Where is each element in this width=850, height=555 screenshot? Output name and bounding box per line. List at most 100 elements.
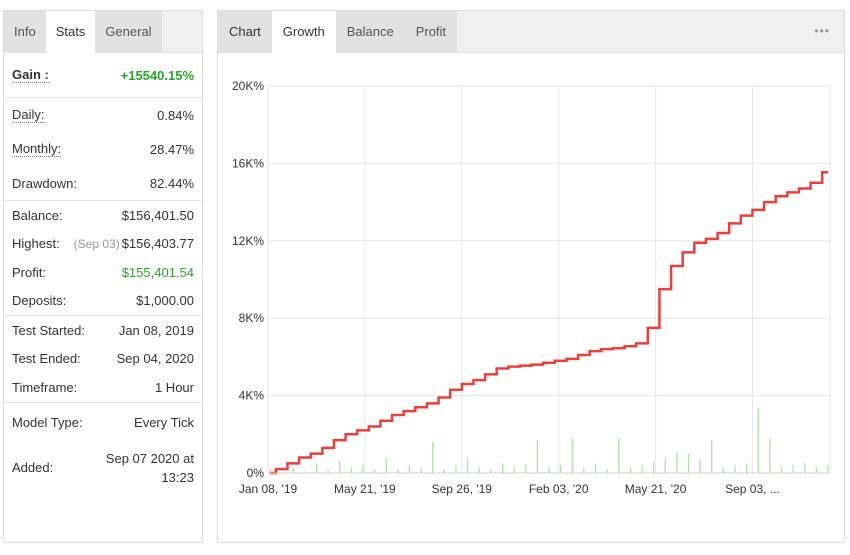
highest-date: (Sep 03) — [73, 237, 120, 252]
added-date: Sep 07 2020 at — [105, 450, 194, 466]
test-ended-value: Sep 04, 2020 — [116, 351, 194, 367]
test-ended-row: Test Ended: Sep 04, 2020 — [12, 345, 194, 374]
volume-bar — [687, 453, 690, 473]
volume-bar — [827, 465, 829, 473]
volume-bar — [292, 467, 294, 473]
volume-bar — [594, 463, 597, 473]
volume-bar — [432, 442, 434, 473]
volume-bar — [734, 465, 736, 473]
chart-grid — [267, 85, 831, 474]
tab-growth[interactable]: Growth — [271, 11, 336, 53]
monthly-label[interactable]: Monthly: — [12, 141, 62, 157]
y-tick-label: 0% — [247, 466, 265, 480]
y-tick-label: 16K% — [232, 156, 264, 170]
added-time: 13:23 — [161, 469, 194, 485]
volume-bar — [362, 465, 364, 473]
growth-line — [270, 171, 828, 475]
gain-row: Gain : +15540.15% — [12, 53, 194, 97]
drawdown-label: Drawdown: — [12, 175, 78, 191]
volume-bar — [804, 463, 806, 473]
volume-bar — [339, 461, 341, 473]
volume-bar — [397, 469, 399, 473]
x-axis: Jan 08, '19 May 21, '19 Sep 26, '19 Feb 03,… — [239, 472, 830, 496]
volume-bar — [455, 465, 457, 473]
deposits-value: $1,000.00 — [136, 293, 194, 309]
highest-row: Highest: (Sep 03) $156,403.77 — [12, 230, 194, 259]
timeframe-label: Timeframe: — [12, 379, 78, 395]
highest-value-wrap: (Sep 03) $156,403.77 — [74, 236, 194, 251]
volume-bar — [304, 471, 306, 473]
tab-stats[interactable]: Stats — [45, 11, 96, 53]
added-label: Added: — [12, 460, 54, 475]
volume-bar — [513, 467, 515, 473]
volume-bar — [641, 465, 643, 473]
growth-chart: 0% 4K% 8K% 12K% 16K% 20K% Jan 08, '19 May 21, … — [232, 79, 831, 496]
volume-bar — [536, 440, 538, 473]
test-group: Test Started: Jan 08, 2019 Test Ended: S… — [4, 316, 202, 403]
volume-bar — [374, 469, 376, 473]
tab-profit[interactable]: Profit — [404, 11, 458, 53]
volume-bar — [350, 467, 352, 473]
volume-bar — [420, 467, 422, 473]
volume-bar — [722, 467, 724, 473]
model-type-value: Every Tick — [134, 415, 194, 430]
volume-bar — [571, 438, 573, 473]
more-options-icon[interactable]: ••• — [814, 24, 830, 38]
daily-label[interactable]: Daily: — [12, 107, 45, 123]
volume-bar — [443, 469, 445, 473]
test-started-value: Jan 08, 2019 — [118, 322, 194, 338]
tab-chart[interactable]: Chart — [218, 11, 272, 53]
tab-info[interactable]: Info — [4, 11, 46, 53]
volume-bar — [618, 438, 620, 473]
monthly-value: 28.47% — [149, 141, 194, 157]
chart-panel: Chart Growth Balance Profit ••• 0% 4K% 8K%… — [217, 10, 845, 543]
drawdown-row: Drawdown: 82.44% — [12, 166, 194, 200]
volume-bar — [676, 451, 678, 473]
volume-bar — [606, 469, 608, 473]
volume-bar — [815, 467, 817, 473]
balance-row: Balance: $156,401.50 — [12, 201, 194, 230]
tab-general[interactable]: General — [95, 11, 162, 53]
volume-bar — [664, 457, 666, 473]
deposits-row: Deposits: $1,000.00 — [12, 287, 194, 316]
volume-bar — [757, 407, 759, 473]
highest-label: Highest: — [12, 236, 60, 252]
y-tick-label: 4K% — [239, 389, 265, 403]
tab-balance[interactable]: Balance — [335, 11, 405, 53]
model-type-row: Model Type: Every Tick — [12, 403, 194, 443]
volume-bar — [548, 467, 550, 473]
y-tick-label: 8K% — [239, 311, 265, 325]
deposits-label: Deposits: — [12, 293, 67, 309]
highest-value: $156,403.77 — [121, 236, 194, 252]
x-tick-label: Sep 26, '19 — [432, 482, 493, 496]
balance-group: Balance: $156,401.50 Highest: (Sep 03) $1… — [4, 201, 202, 316]
volume-bar — [711, 440, 713, 473]
model-group: Model Type: Every Tick Added: Sep 07 202… — [4, 403, 202, 493]
balance-label: Balance: — [12, 207, 63, 223]
model-type-label: Model Type: — [12, 415, 83, 430]
gain-group: Gain : +15540.15% — [4, 53, 202, 98]
volume-bars — [269, 407, 829, 473]
test-ended-label: Test Ended: — [12, 351, 81, 367]
volume-bar — [780, 467, 783, 473]
added-row: Added: Sep 07 2020 at 13:23 — [12, 443, 194, 493]
timeframe-value: 1 Hour — [154, 379, 194, 395]
stats-tabs: Info Stats General — [4, 11, 202, 53]
volume-bar — [385, 457, 387, 473]
profit-value: $155,401.54 — [121, 264, 194, 280]
x-tick-label: Sep 03, ... — [725, 482, 780, 496]
volume-bar — [629, 467, 631, 473]
profit-label: Profit: — [12, 264, 46, 280]
test-started-row: Test Started: Jan 08, 2019 — [12, 316, 194, 345]
gain-label[interactable]: Gain : — [12, 67, 49, 83]
daily-row: Daily: 0.84% — [12, 98, 194, 132]
added-value: Sep 07 2020 at 13:23 — [106, 449, 194, 487]
stats-panel: Info Stats General Gain : +15540.15% Dai… — [3, 10, 203, 543]
volume-bar — [315, 463, 318, 473]
volume-bar — [467, 457, 469, 473]
profit-row: Profit: $155,401.54 — [12, 258, 194, 287]
x-tick-label: Feb 03, '20 — [529, 482, 589, 496]
daily-value: 0.84% — [157, 107, 194, 123]
x-tick-label: May 21, '19 — [334, 482, 396, 496]
volume-bar — [525, 465, 527, 473]
